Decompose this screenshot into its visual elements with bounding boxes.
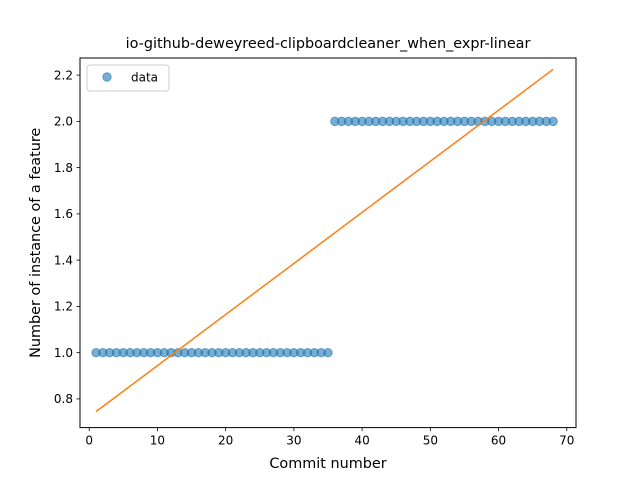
legend-box bbox=[86, 64, 170, 92]
y-tick-label: 0.8 bbox=[54, 392, 73, 406]
plot-frame bbox=[79, 57, 577, 429]
x-tick-label: 30 bbox=[286, 434, 301, 448]
y-tick-label: 1.0 bbox=[54, 346, 73, 360]
x-tick-label: 40 bbox=[354, 434, 369, 448]
y-axis-ticks: 0.8 1.0 1.2 1.4 1.6 1.8 2.0 2.2 bbox=[54, 68, 80, 406]
x-tick-label: 0 bbox=[85, 434, 93, 448]
plot-marks bbox=[91, 68, 558, 413]
legend-marker-data bbox=[102, 72, 112, 82]
y-tick-label: 2.2 bbox=[54, 68, 73, 82]
data-point bbox=[323, 347, 333, 358]
x-tick-label: 60 bbox=[491, 434, 506, 448]
x-axis-ticks: 0 10 20 30 40 50 60 70 bbox=[85, 427, 574, 448]
data-point bbox=[548, 116, 558, 127]
x-tick-label: 20 bbox=[218, 434, 233, 448]
y-tick-label: 1.6 bbox=[54, 207, 73, 221]
x-tick-label: 10 bbox=[150, 434, 165, 448]
y-tick-label: 2.0 bbox=[54, 115, 73, 129]
y-tick-label: 1.8 bbox=[54, 161, 73, 175]
x-axis-label: Commit number bbox=[269, 456, 386, 472]
legend: data bbox=[86, 64, 170, 92]
chart-title: io-github-deweyreed-clipboardcleaner_whe… bbox=[126, 36, 531, 52]
y-tick-label: 1.4 bbox=[54, 253, 73, 267]
x-tick-label: 70 bbox=[559, 434, 574, 448]
x-tick-label: 50 bbox=[423, 434, 438, 448]
legend-label-data: data bbox=[131, 71, 158, 85]
fit-line bbox=[95, 68, 554, 413]
y-axis-label: Number of instance of a feature bbox=[28, 128, 44, 358]
y-tick-label: 1.2 bbox=[54, 300, 73, 314]
